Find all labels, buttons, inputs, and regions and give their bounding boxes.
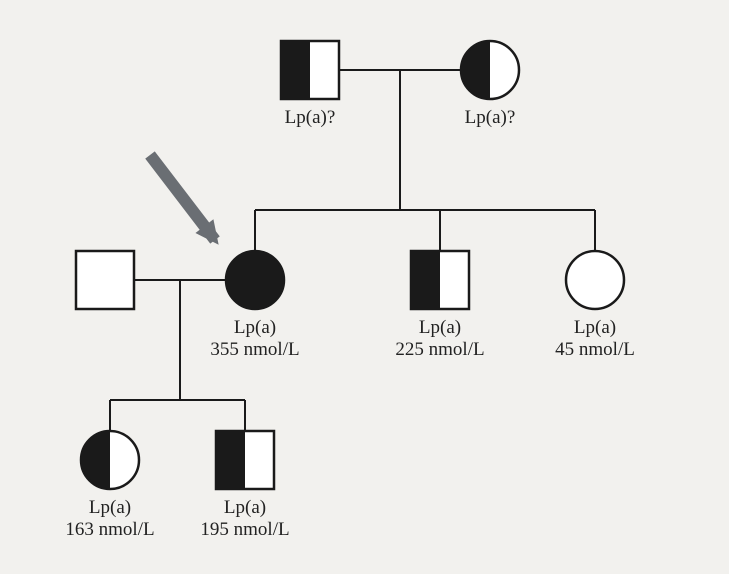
person-label: Lp(a)? xyxy=(285,107,336,128)
person-g3_son: Lp(a)195 nmol/L xyxy=(200,431,289,540)
person-label: Lp(a) xyxy=(89,497,131,518)
person-value: 225 nmol/L xyxy=(395,339,484,360)
person-value: 163 nmol/L xyxy=(65,519,154,540)
person-label: Lp(a) xyxy=(234,317,276,338)
person-g3_daughter: Lp(a)163 nmol/L xyxy=(65,431,154,540)
person-value: 195 nmol/L xyxy=(200,519,289,540)
pedigree-diagram: Lp(a)?Lp(a)?Lp(a)355 nmol/LLp(a)225 nmol… xyxy=(0,0,729,574)
person-g2_son: Lp(a)225 nmol/L xyxy=(395,251,484,360)
person-label: Lp(a) xyxy=(419,317,461,338)
person-g2_daughter2: Lp(a)45 nmol/L xyxy=(555,251,635,360)
person-label: Lp(a)? xyxy=(465,107,516,128)
person-g1_mother: Lp(a)? xyxy=(461,41,519,128)
person-g2_proband: Lp(a)355 nmol/L xyxy=(210,251,299,360)
person-label: Lp(a) xyxy=(574,317,616,338)
person-label: Lp(a) xyxy=(224,497,266,518)
person-value: 355 nmol/L xyxy=(210,339,299,360)
proband-arrow-icon xyxy=(150,155,219,245)
person-g2_spouse xyxy=(76,251,134,309)
connectors xyxy=(110,70,595,431)
person-g1_father: Lp(a)? xyxy=(281,41,339,128)
person-value: 45 nmol/L xyxy=(555,339,635,360)
